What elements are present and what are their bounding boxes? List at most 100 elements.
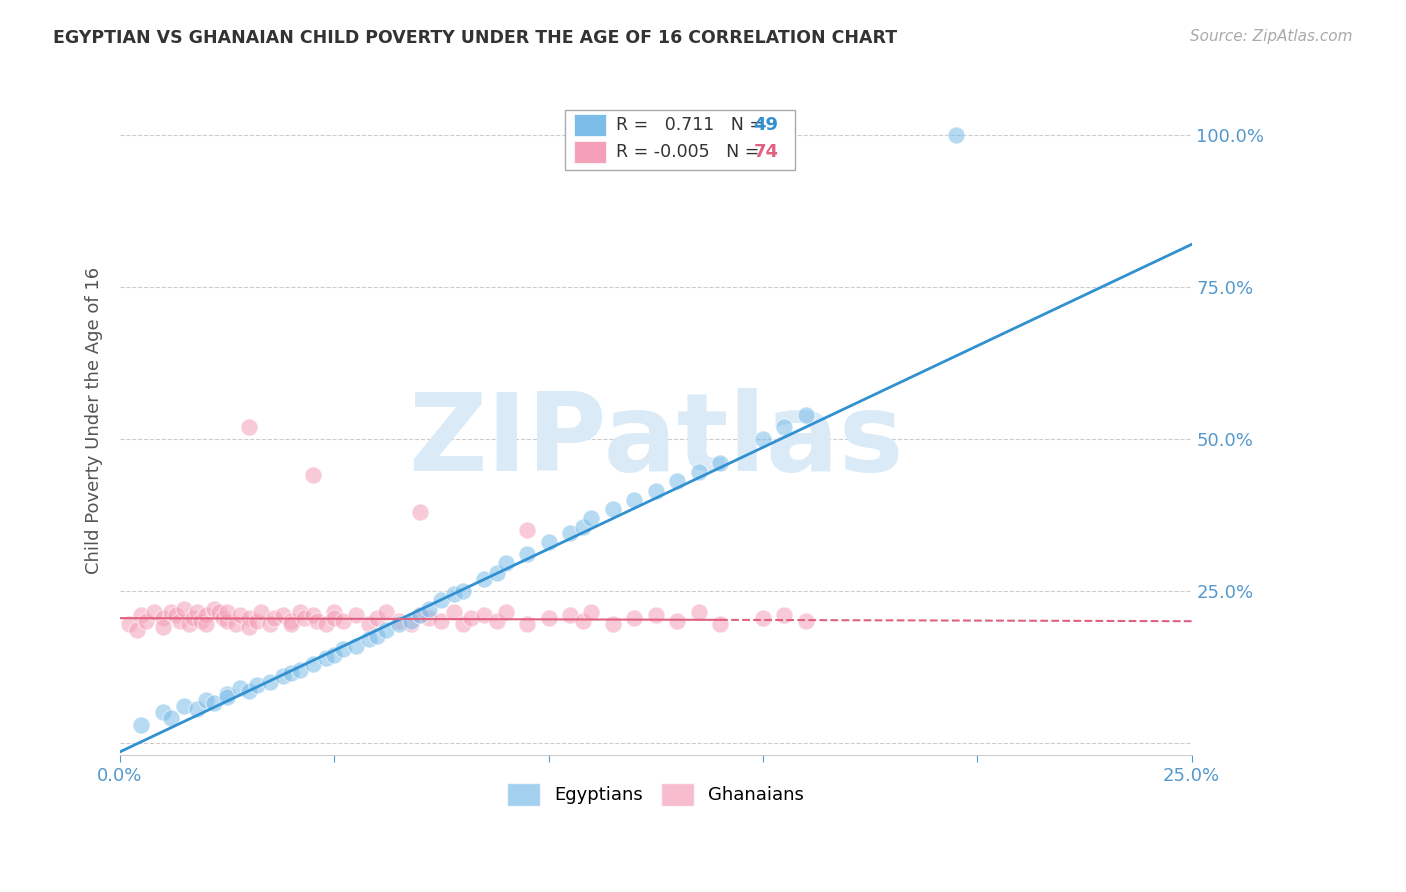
Point (225, 617, 247, 632)
Point (495, 605, 517, 619)
Point (418, 611, 440, 625)
Point (332, 614, 354, 628)
Point (288, 605, 311, 619)
Point (443, 587, 465, 601)
Point (460, 611, 482, 625)
FancyBboxPatch shape (574, 114, 606, 136)
Point (387, 617, 409, 632)
Point (315, 650, 337, 665)
Point (307, 614, 329, 628)
Point (581, 605, 603, 619)
Legend: Egyptians, Ghanaians: Egyptians, Ghanaians (501, 776, 811, 813)
Point (271, 669, 294, 683)
Point (190, 614, 212, 628)
Point (217, 690, 239, 705)
Point (127, 624, 149, 638)
Point (165, 608, 187, 623)
Point (794, 614, 817, 628)
Text: 74: 74 (754, 143, 779, 161)
Text: R =   0.711   N =: R = 0.711 N = (616, 116, 769, 134)
Point (152, 611, 174, 625)
Point (344, 639, 367, 653)
Point (186, 702, 208, 716)
Point (666, 614, 689, 628)
Point (302, 468, 325, 483)
Point (709, 617, 731, 632)
Point (173, 602, 195, 616)
Point (602, 501, 624, 516)
Point (186, 605, 208, 619)
Text: R = -0.005   N =: R = -0.005 N = (616, 143, 765, 161)
Point (217, 605, 239, 619)
Point (280, 617, 302, 632)
Point (194, 617, 217, 632)
Point (572, 520, 595, 534)
Point (516, 547, 538, 561)
Point (558, 608, 581, 623)
Text: 49: 49 (754, 116, 779, 134)
Point (238, 419, 260, 434)
Point (602, 617, 624, 632)
Point (472, 608, 495, 623)
Point (323, 605, 346, 619)
Point (217, 687, 239, 701)
Point (238, 611, 260, 625)
Point (486, 614, 509, 628)
Point (688, 465, 710, 479)
Point (135, 614, 157, 628)
Point (211, 611, 233, 625)
Point (246, 678, 269, 692)
Point (250, 605, 273, 619)
Point (773, 419, 796, 434)
Point (160, 711, 183, 725)
Point (572, 614, 595, 628)
Point (516, 523, 538, 537)
Text: ZIPatlas: ZIPatlas (408, 388, 904, 493)
Point (374, 624, 396, 638)
Point (537, 535, 560, 549)
Point (217, 614, 239, 628)
Point (259, 617, 281, 632)
Point (752, 432, 775, 446)
Point (451, 617, 474, 632)
Point (430, 593, 453, 607)
Point (773, 608, 796, 623)
Point (302, 657, 325, 671)
Point (259, 675, 281, 690)
Point (486, 566, 509, 580)
Point (418, 602, 440, 616)
Point (152, 706, 174, 720)
Point (344, 608, 367, 623)
Point (443, 605, 465, 619)
Point (181, 611, 204, 625)
Point (177, 617, 200, 632)
Point (117, 617, 139, 632)
Point (302, 608, 325, 623)
Point (374, 605, 396, 619)
Point (194, 608, 217, 623)
Point (752, 611, 775, 625)
Point (401, 614, 423, 628)
FancyBboxPatch shape (565, 110, 796, 170)
Point (323, 611, 346, 625)
Point (623, 492, 645, 507)
Point (387, 614, 409, 628)
Point (143, 605, 166, 619)
Point (688, 605, 710, 619)
Point (238, 684, 260, 698)
Point (516, 617, 538, 632)
Point (323, 648, 346, 662)
Point (409, 505, 432, 519)
Point (288, 663, 311, 677)
Point (246, 614, 269, 628)
Point (451, 583, 474, 598)
Point (202, 696, 225, 710)
Y-axis label: Child Poverty Under the Age of 16: Child Poverty Under the Age of 16 (86, 267, 103, 574)
Point (401, 617, 423, 632)
Point (292, 611, 315, 625)
Point (202, 602, 225, 616)
Point (644, 608, 666, 623)
Point (332, 641, 354, 656)
Point (794, 408, 817, 422)
Point (409, 608, 432, 623)
